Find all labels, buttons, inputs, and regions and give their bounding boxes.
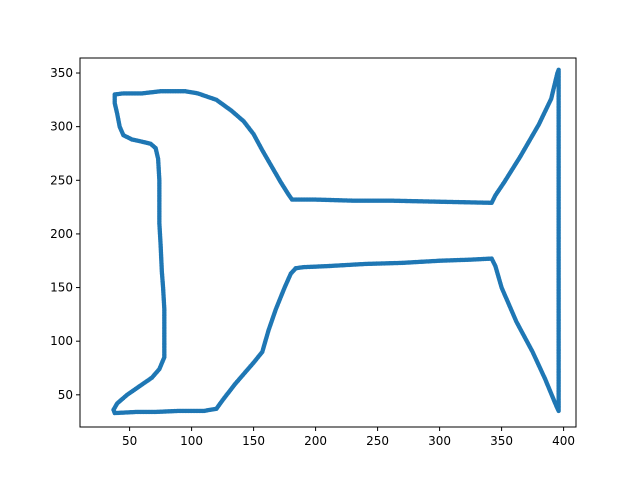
x-tick-label: 200: [304, 434, 327, 448]
y-tick-label: 100: [50, 334, 73, 348]
x-tick-label: 150: [242, 434, 265, 448]
y-tick-label: 250: [50, 173, 73, 187]
data-point: [112, 93, 117, 99]
y-axis-ticks: 50 100 150 200 250 300 350: [50, 66, 80, 402]
y-tick-label: 300: [50, 120, 73, 134]
y-tick-label: 350: [50, 66, 73, 80]
x-tick-label: 100: [180, 434, 203, 448]
y-tick-label: 200: [50, 227, 73, 241]
plot-area-frame: [79, 57, 577, 428]
x-axis-ticks: 50 100 150 200 250 300 350 400: [122, 427, 575, 448]
x-tick-label: 250: [366, 434, 389, 448]
x-tick-label: 400: [552, 434, 575, 448]
data-points: [111, 67, 561, 416]
x-tick-label: 50: [122, 434, 137, 448]
x-tick-label: 300: [428, 434, 451, 448]
y-tick-label: 50: [58, 388, 73, 402]
y-tick-label: 150: [50, 281, 73, 295]
x-tick-label: 350: [490, 434, 513, 448]
